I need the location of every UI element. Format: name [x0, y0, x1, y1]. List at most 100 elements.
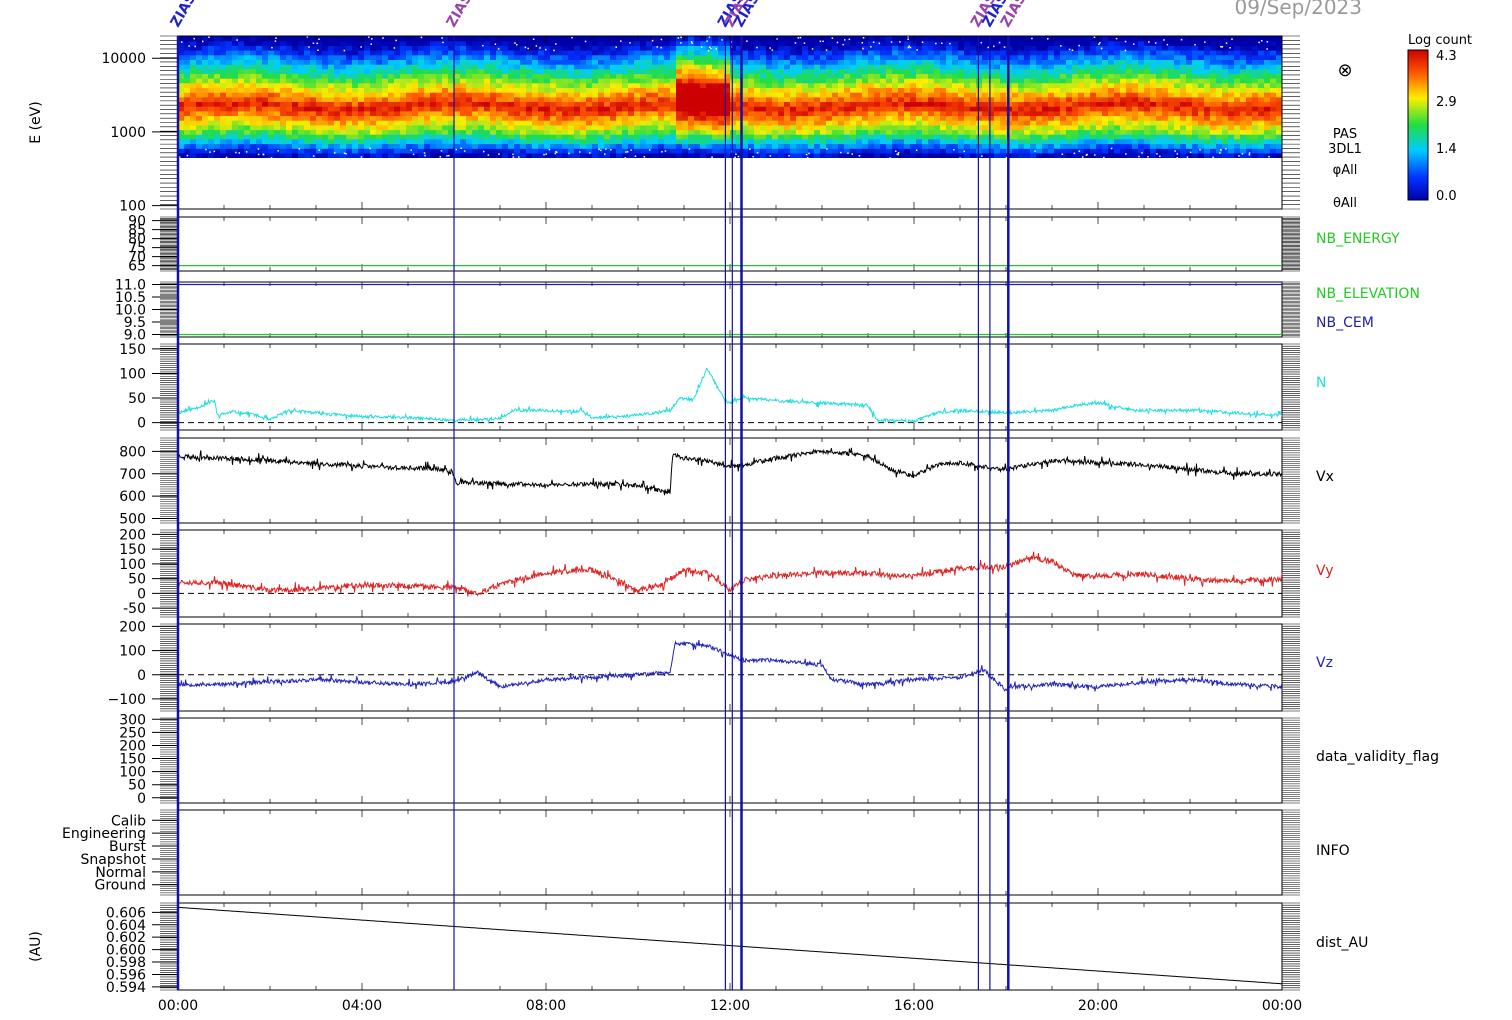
spectrogram-cell: [892, 36, 899, 42]
spectrogram-cell: [364, 36, 371, 42]
spectrogram-cell: [1084, 36, 1091, 42]
spectrogram-speckle: [1194, 44, 1196, 46]
spectrogram-cell: [334, 101, 341, 107]
spectrogram-cell: [754, 110, 761, 117]
spectrogram-cell: [310, 92, 317, 98]
spectrogram-cell: [1042, 92, 1049, 98]
spectrogram-cell: [808, 87, 815, 93]
spectrogram-cell: [1036, 45, 1043, 51]
spectrogram-cell: [928, 120, 935, 126]
spectrogram-cell: [1174, 40, 1181, 46]
spectrogram-cell: [610, 110, 617, 117]
spectrogram-cell: [1108, 129, 1115, 135]
spectrogram-cell: [784, 68, 791, 74]
spectrogram-cell: [964, 73, 971, 79]
spectrogram-cell: [514, 59, 521, 65]
spectrogram-cell: [730, 148, 737, 154]
spectrogram-cell: [586, 78, 593, 84]
spectrogram-cell: [454, 59, 461, 65]
spectrogram-cell: [520, 152, 527, 158]
spectrogram-cell: [664, 129, 671, 135]
spectrogram-cell: [670, 129, 677, 135]
spectrogram-cell: [682, 73, 689, 79]
spectrogram-cell: [700, 152, 707, 158]
spectrogram-cell: [400, 124, 407, 131]
spectrogram-cell: [670, 110, 677, 117]
spectrogram-cell: [628, 124, 635, 131]
spectrogram-cell: [586, 129, 593, 135]
spectrogram-cell: [400, 115, 407, 121]
spectrogram-cell: [190, 115, 197, 121]
spectrogram-cell: [1048, 101, 1055, 107]
spectrogram-cell: [1102, 120, 1109, 126]
spectrogram-cell: [592, 96, 599, 102]
spectrogram-cell: [838, 50, 845, 56]
spectrogram-cell: [454, 87, 461, 93]
spectrogram-cell: [814, 115, 821, 121]
spectrogram-cell: [352, 138, 359, 145]
spectrogram-cell: [1126, 78, 1133, 84]
spectrogram-cell: [730, 36, 737, 42]
spectrogram-cell: [670, 82, 677, 88]
spectrogram-cell: [1276, 73, 1282, 79]
spectrogram-cell: [1168, 64, 1175, 70]
spectrogram-cell: [1042, 78, 1049, 84]
spectrogram-cell: [442, 45, 449, 51]
spectrogram-cell: [238, 129, 245, 135]
spectrogram-cell: [946, 106, 953, 112]
spectrogram-cell: [568, 124, 575, 131]
spectrogram-cell: [748, 143, 755, 149]
spectrogram-cell: [814, 64, 821, 70]
spectrogram-cell: [928, 96, 935, 102]
spectrogram-cell: [946, 148, 953, 154]
spectrogram-cell: [778, 148, 785, 154]
spectrogram-cell: [1174, 129, 1181, 135]
spectrogram-cell: [898, 40, 905, 46]
spectrogram-cell: [898, 54, 905, 60]
spectrogram-cell: [484, 148, 491, 154]
spectrogram-cell: [736, 64, 743, 70]
spectrogram-cell: [964, 101, 971, 107]
spectrogram-cell: [568, 134, 575, 140]
spectrogram-cell: [268, 96, 275, 102]
spectrogram-cell: [1144, 50, 1151, 56]
spectrogram-cell: [1054, 101, 1061, 107]
spectrogram-cell: [1138, 36, 1145, 42]
spectrogram-cell: [1156, 143, 1163, 149]
spectrogram-cell: [796, 96, 803, 102]
spectrogram-cell: [1144, 54, 1151, 60]
spectrogram-cell: [292, 40, 299, 46]
spectrogram-cell: [430, 73, 437, 79]
spectrogram-cell: [1102, 101, 1109, 107]
spectrogram-cell: [286, 92, 293, 98]
spectrogram-cell: [190, 138, 197, 145]
spectrogram-cell: [640, 64, 647, 70]
spectrogram-cell: [928, 78, 935, 84]
spectrogram-cell: [238, 36, 245, 42]
spectrogram-cell: [934, 124, 941, 131]
spectrogram-cell: [472, 138, 479, 145]
spectrogram-cell: [1180, 152, 1187, 158]
spectrogram-cell: [1204, 54, 1211, 60]
spectrogram-cell: [652, 68, 659, 74]
spectrogram-cell: [298, 87, 305, 93]
spectrogram-cell: [976, 148, 983, 154]
spectrogram-cell: [1114, 124, 1121, 131]
spectrogram-cell: [400, 50, 407, 56]
spectrogram-cell: [742, 73, 749, 79]
spectrogram-cell: [472, 152, 479, 158]
spectrogram-cell: [1210, 36, 1217, 42]
spectrogram-cell: [214, 78, 221, 84]
spectrogram-cell: [232, 78, 239, 84]
spectrogram-cell: [1156, 152, 1163, 158]
spectrogram-cell: [586, 92, 593, 98]
spectrogram-cell: [1210, 92, 1217, 98]
spectrogram-cell: [460, 115, 467, 121]
spectrogram-cell: [916, 54, 923, 60]
spectrogram-cell: [1126, 101, 1133, 107]
spectrogram-cell: [1120, 152, 1127, 158]
spectrogram-cell: [592, 54, 599, 60]
spectrogram-cell: [748, 106, 755, 112]
spectrogram-cell: [964, 40, 971, 46]
spectrogram-speckle: [819, 40, 822, 43]
